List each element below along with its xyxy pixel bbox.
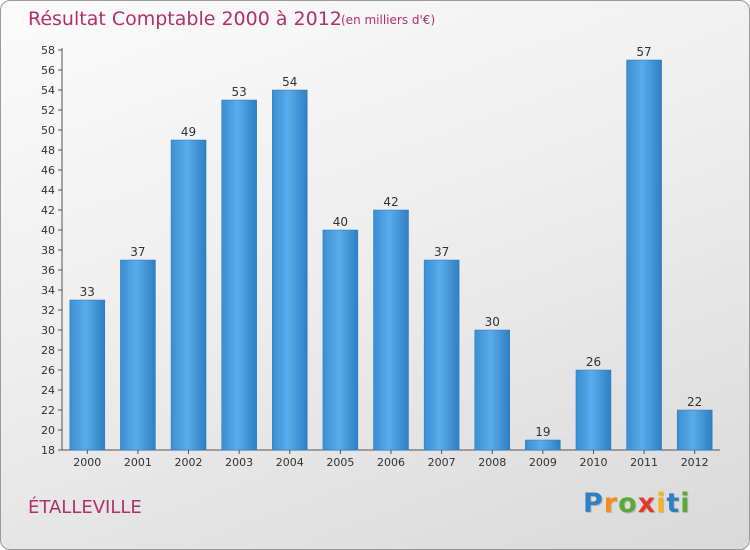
data-label: 53 bbox=[232, 85, 247, 99]
y-tick-label: 44 bbox=[41, 184, 55, 197]
y-tick-label: 36 bbox=[41, 264, 55, 277]
x-tick-label: 2011 bbox=[630, 456, 658, 469]
data-label: 37 bbox=[130, 245, 145, 259]
location-name: ÉTALLEVILLE bbox=[28, 497, 142, 518]
y-tick-label: 30 bbox=[41, 324, 55, 337]
y-tick-label: 34 bbox=[41, 284, 55, 297]
logo-letter: P bbox=[583, 488, 604, 519]
logo-letter: o bbox=[618, 488, 638, 519]
y-tick-label: 58 bbox=[41, 44, 55, 57]
x-tick-label: 2002 bbox=[175, 456, 203, 469]
x-tick-label: 2012 bbox=[681, 456, 709, 469]
x-tick-label: 2003 bbox=[225, 456, 253, 469]
y-tick-label: 26 bbox=[41, 364, 55, 377]
y-tick-label: 52 bbox=[41, 104, 55, 117]
x-tick-label: 2009 bbox=[529, 456, 557, 469]
logo-letter: x bbox=[637, 488, 657, 519]
bar bbox=[626, 59, 662, 451]
x-tick-label: 2010 bbox=[579, 456, 607, 469]
data-label: 54 bbox=[282, 75, 297, 89]
data-label: 30 bbox=[485, 315, 500, 329]
x-tick-label: 2007 bbox=[428, 456, 456, 469]
logo-letter: i bbox=[680, 488, 691, 519]
data-label: 19 bbox=[535, 425, 550, 439]
bar bbox=[69, 299, 106, 451]
y-tick-label: 20 bbox=[41, 424, 55, 437]
bar bbox=[423, 259, 460, 451]
bar bbox=[322, 229, 359, 451]
bar bbox=[525, 439, 561, 451]
bar bbox=[676, 409, 713, 451]
bar bbox=[272, 89, 308, 451]
x-tick-label: 2001 bbox=[124, 456, 152, 469]
data-label: 49 bbox=[181, 125, 196, 139]
bar bbox=[474, 329, 510, 451]
y-tick-label: 22 bbox=[41, 404, 55, 417]
y-tick-label: 24 bbox=[41, 384, 55, 397]
chart-subtitle: (en milliers d'€) bbox=[341, 13, 436, 27]
data-label: 33 bbox=[80, 285, 95, 299]
x-tick-label: 2008 bbox=[478, 456, 506, 469]
data-label: 57 bbox=[636, 45, 651, 59]
y-tick-label: 50 bbox=[41, 124, 55, 137]
logo-letter: t bbox=[666, 488, 681, 519]
y-tick-label: 40 bbox=[41, 224, 55, 237]
chart-title: Résultat Comptable 2000 à 2012 bbox=[28, 8, 342, 30]
y-tick-label: 54 bbox=[41, 84, 55, 97]
data-label: 22 bbox=[687, 395, 702, 409]
y-tick-label: 56 bbox=[41, 64, 55, 77]
y-tick-label: 38 bbox=[41, 244, 55, 257]
bar bbox=[170, 139, 207, 451]
y-tick-label: 18 bbox=[41, 444, 55, 457]
x-tick-label: 2006 bbox=[377, 456, 405, 469]
x-tick-label: 2004 bbox=[276, 456, 304, 469]
data-label: 37 bbox=[434, 245, 449, 259]
bar bbox=[373, 209, 409, 451]
y-tick-label: 46 bbox=[41, 164, 55, 177]
x-tick-label: 2005 bbox=[326, 456, 354, 469]
y-tick-label: 48 bbox=[41, 144, 55, 157]
logo-letter: i bbox=[656, 488, 667, 519]
data-label: 42 bbox=[383, 195, 398, 209]
logo-letter: r bbox=[603, 488, 619, 519]
data-label: 40 bbox=[333, 215, 348, 229]
bar bbox=[575, 369, 612, 451]
bar bbox=[120, 259, 156, 451]
x-tick-label: 2000 bbox=[73, 456, 101, 469]
y-tick-label: 42 bbox=[41, 204, 55, 217]
bar bbox=[221, 99, 257, 451]
data-label: 26 bbox=[586, 355, 601, 369]
proxiti-logo: Proxiti bbox=[583, 488, 691, 519]
y-tick-label: 28 bbox=[41, 344, 55, 357]
y-tick-label: 32 bbox=[41, 304, 55, 317]
